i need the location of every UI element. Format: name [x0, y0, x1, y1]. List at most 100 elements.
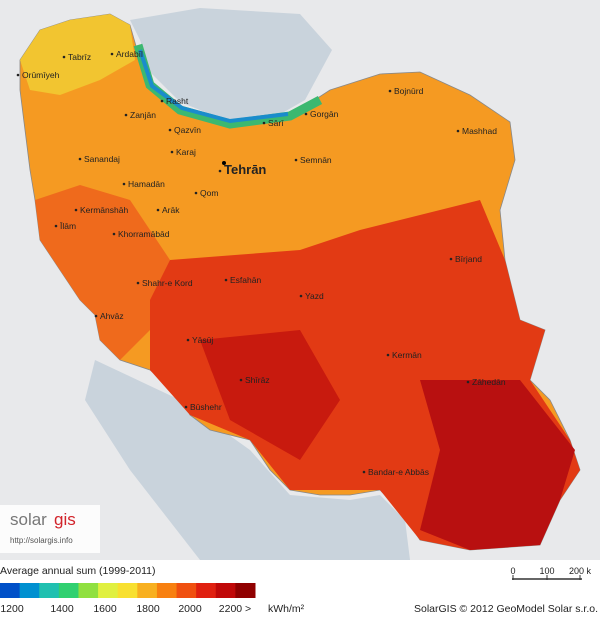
city-label: Īlām	[60, 221, 76, 231]
city-dot	[122, 182, 126, 186]
legend-label: 2200 >	[219, 603, 251, 615]
city-label: Tabrīz	[68, 52, 91, 62]
city-dot	[224, 278, 228, 282]
city-label: Semnān	[300, 155, 332, 165]
logo-solar: solar	[10, 510, 47, 529]
scale-label: 200 k	[569, 566, 592, 576]
orange-west-zone	[35, 185, 170, 360]
scale-label: 0	[510, 566, 515, 576]
city-label: Shahr-e Kord	[142, 278, 193, 288]
city-dot	[160, 99, 164, 103]
legend-swatch	[235, 583, 256, 598]
city-dot	[74, 208, 78, 212]
city-label: Bandar-e Abbās	[368, 467, 429, 477]
city-dot	[456, 129, 460, 133]
legend-swatch	[39, 583, 60, 598]
city-label: Rasht	[166, 96, 189, 106]
city-dot	[239, 378, 243, 382]
scale-labels: 0 100 200 k	[510, 566, 592, 580]
logo-url: http://solargis.info	[10, 536, 73, 545]
legend-label: 1800	[136, 603, 160, 615]
dark-red-zone	[420, 380, 575, 550]
city-dot	[156, 208, 160, 212]
city-dot	[362, 470, 366, 474]
city-dot	[449, 257, 453, 261]
city-label: Zāhedān	[472, 377, 506, 387]
city-label: Ardabīl	[116, 49, 143, 59]
city-label: Yāsūj	[192, 335, 213, 345]
legend-swatch	[196, 583, 217, 598]
city-dot	[304, 112, 308, 116]
legend-swatch	[117, 583, 138, 598]
city-label: Orūmīyeh	[22, 70, 60, 80]
city-label: Sārī	[268, 118, 284, 128]
credit: SolarGIS © 2012 GeoModel Solar s.r.o.	[414, 603, 598, 615]
persian-gulf	[85, 360, 410, 560]
caspian-coast-blue	[138, 49, 289, 124]
scale-label: 100	[539, 566, 554, 576]
city-dot	[386, 353, 390, 357]
dark-red-zone-2	[200, 330, 340, 460]
caspian-sea	[130, 8, 332, 122]
city-label: Qazvīn	[174, 125, 201, 135]
city-dot	[136, 281, 140, 285]
legend-label: 1400	[50, 603, 74, 615]
logo-box	[0, 505, 100, 553]
city-dot	[78, 157, 82, 161]
city-dot	[168, 128, 172, 132]
legend-swatch	[98, 583, 119, 598]
city-label: Bīrjand	[455, 254, 482, 264]
legend-swatch	[137, 583, 158, 598]
city-label: Arāk	[162, 205, 180, 215]
city-label: Esfahān	[230, 275, 261, 285]
logo-gis: gis	[54, 510, 76, 529]
city-dot	[54, 224, 58, 228]
legend-swatch	[156, 583, 178, 598]
city-label: Ahvāz	[100, 311, 124, 321]
city-label: Gorgān	[310, 109, 339, 119]
yellow-north-zone	[20, 14, 135, 95]
city-dot	[186, 338, 190, 342]
city-label: Qom	[200, 188, 218, 198]
legend: 1200 1400 1600 1800 2000 2200 >	[0, 583, 256, 615]
city-dot	[294, 158, 298, 162]
city-dot	[124, 113, 128, 117]
city-dot	[184, 405, 188, 409]
city-dot	[62, 55, 66, 59]
legend-unit: kWh/m²	[268, 603, 305, 615]
legend-swatch	[58, 583, 79, 598]
legend-swatch	[176, 583, 197, 598]
city-labels: Tabrīz Ardabīl Orūmīyeh Rasht Zanjān Qazvīn Sā…	[16, 49, 506, 477]
city-label: Kermān	[392, 350, 422, 360]
city-label: Bojnūrd	[394, 86, 424, 96]
city-dot	[94, 314, 98, 318]
legend-swatch	[0, 583, 21, 598]
legend-label: 1600	[93, 603, 117, 615]
city-dot	[16, 73, 20, 77]
city-dot	[262, 121, 266, 125]
city-label: Yazd	[305, 291, 324, 301]
capital-dot	[222, 161, 226, 165]
legend-label: 1200	[0, 603, 24, 615]
legend-swatch	[19, 583, 40, 598]
legend-swatch	[78, 583, 99, 598]
city-dot	[194, 191, 198, 195]
city-dot	[299, 294, 303, 298]
city-label: Būshehr	[190, 402, 222, 412]
city-dot	[170, 150, 174, 154]
city-label: Hamadān	[128, 179, 165, 189]
city-label: Sanandaj	[84, 154, 120, 164]
city-dot	[218, 169, 222, 173]
city-label: Zanjān	[130, 110, 156, 120]
city-label: Shīrāz	[245, 375, 270, 385]
legend-swatch	[215, 583, 236, 598]
legend-label: 2000	[178, 603, 202, 615]
city-label: Tehrān	[224, 162, 266, 177]
legend-title: Average annual sum (1999-2011)	[0, 565, 155, 577]
city-label: Karaj	[176, 147, 196, 157]
city-dot	[388, 89, 392, 93]
city-label: Mashhad	[462, 126, 497, 136]
city-dot	[110, 52, 114, 56]
city-dot	[466, 380, 470, 384]
